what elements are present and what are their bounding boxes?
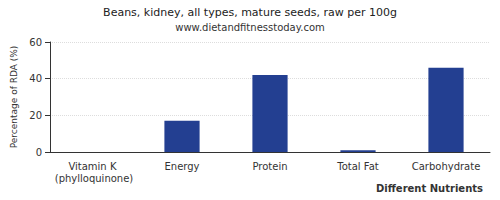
svg-text:Beans, kidney, all types, matu: Beans, kidney, all types, mature seeds, … bbox=[103, 6, 397, 19]
svg-text:Energy: Energy bbox=[164, 161, 199, 172]
svg-text:0: 0 bbox=[36, 147, 42, 158]
svg-text:Protein: Protein bbox=[252, 161, 287, 172]
svg-text:Vitamin K: Vitamin K bbox=[68, 161, 119, 172]
svg-text:60: 60 bbox=[29, 37, 42, 48]
svg-text:Total Fat: Total Fat bbox=[336, 161, 378, 172]
svg-text:www.dietandfitnesstoday.com: www.dietandfitnesstoday.com bbox=[175, 22, 324, 33]
svg-text:Carbohydrate: Carbohydrate bbox=[412, 161, 481, 172]
svg-text:20: 20 bbox=[29, 110, 42, 121]
svg-text:Different Nutrients: Different Nutrients bbox=[376, 183, 483, 194]
svg-text:40: 40 bbox=[29, 73, 42, 84]
svg-text:(phylloquinone): (phylloquinone) bbox=[55, 173, 134, 184]
svg-text:Percentage of RDA (%): Percentage of RDA (%) bbox=[9, 46, 19, 149]
